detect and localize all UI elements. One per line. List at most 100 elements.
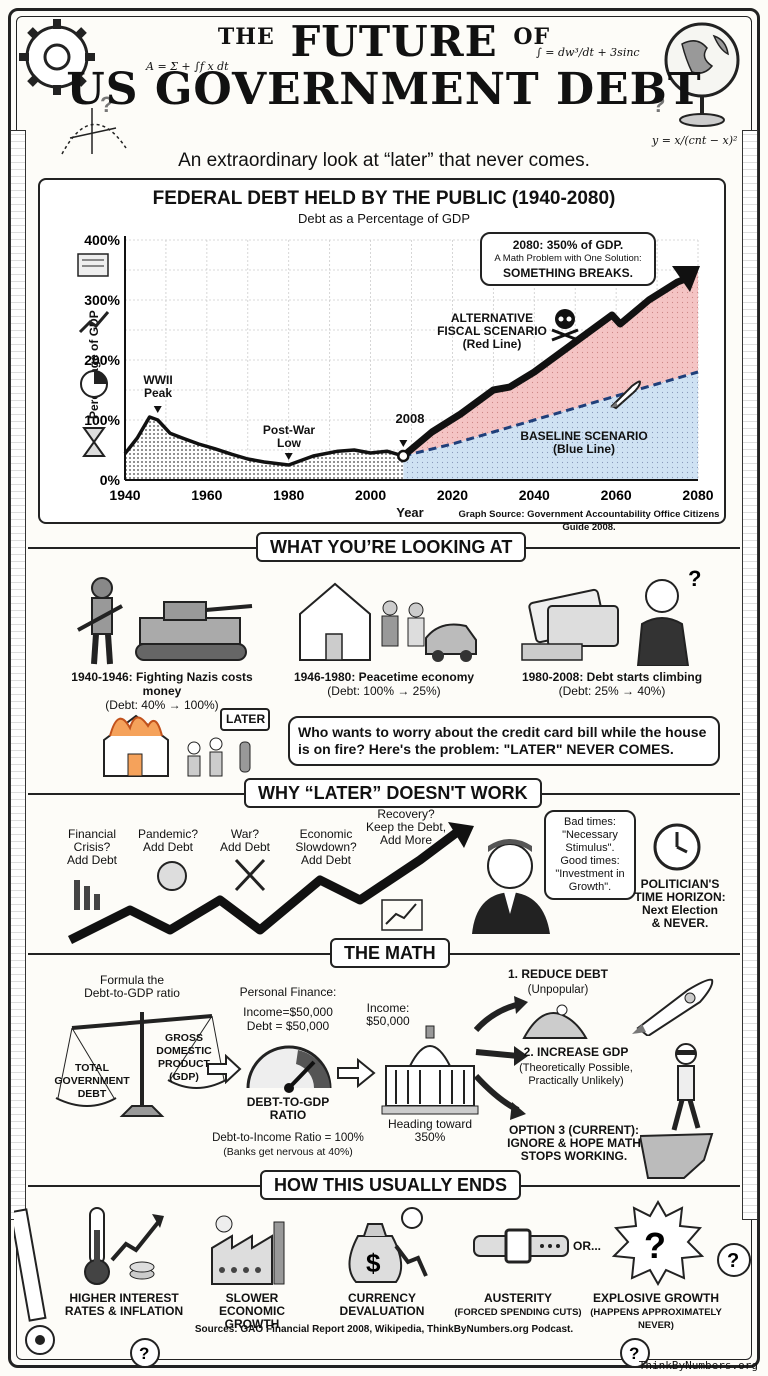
x-tick-label: 2000 <box>355 487 386 503</box>
callout-line-2: A Math Problem with One Solution: <box>494 253 642 264</box>
option-2-title: 2. INCREASE GDP <box>523 1045 629 1059</box>
formula-right: ∫ = dw³/dt + 3sinc <box>536 46 640 59</box>
right-column-decoration <box>742 130 758 1220</box>
caption-title: 1940-1946: Fighting Nazis costs money <box>71 670 253 698</box>
svg-text:$: $ <box>366 1248 381 1278</box>
x-tick-label: 1960 <box>191 487 222 503</box>
option-3-title: OPTION 3 (CURRENT): IGNORE & HOPE MATH S… <box>507 1123 641 1163</box>
personal-finance-income: Income=$50,000 <box>243 1005 333 1019</box>
capitol-income: Income: $50,000 <box>366 1001 410 1028</box>
fire-speech-bubble: Who wants to worry about the credit card… <box>288 716 720 766</box>
rocket-icon <box>610 380 642 410</box>
politician-speech-bubble: Bad times: "Necessary Stimulus". Good ti… <box>544 810 636 900</box>
option-1-title: 1. REDUCE DEBT <box>508 967 609 981</box>
page-frame <box>8 8 760 1368</box>
or-label: OR... <box>572 1239 601 1253</box>
section-the-math: THE MATH <box>28 938 740 968</box>
caption-title: 1946-1980: Peacetime economy <box>293 670 475 684</box>
rock-climber-icon <box>522 1004 588 1039</box>
scale-right-label: GROSS DOMESTIC PRODUCT (GDP) <box>156 1032 212 1083</box>
y-tick-label: 0% <box>100 472 121 488</box>
svg-text:?: ? <box>727 1250 739 1272</box>
site-credit: ThinkByNumbers.org <box>638 1359 758 1372</box>
chart-callout: 2080: 350% of GDP. A Math Problem with O… <box>480 232 656 286</box>
y-tick-label: 100% <box>84 412 120 428</box>
step-war: War? Add Debt <box>219 827 271 854</box>
series-historical-line <box>123 415 404 467</box>
caption-1980-2008: 1980-2008: Debt starts climbing (Debt: 2… <box>512 670 712 698</box>
alternative-arrowhead <box>672 266 700 292</box>
option-arrows <box>474 996 528 1120</box>
gauge-icon <box>246 1045 332 1093</box>
scale-left-label: TOTAL GOVERNMENT DEBT <box>54 1062 130 1100</box>
x-tick-label: 2060 <box>601 487 632 503</box>
point-2008 <box>397 449 410 463</box>
historical-area <box>125 417 404 480</box>
section-heading: WHY “LATER” DOESN'T WORK <box>244 778 542 808</box>
caption-sub: (Debt: 25% → 40%) <box>558 684 666 698</box>
formula-label: Formula the Debt-to-GDP ratio <box>84 973 180 1000</box>
end-austerity-sub: (FORCED SPENDING CUTS) <box>454 1307 582 1318</box>
x-tick-label: 2040 <box>519 487 550 503</box>
x-tick-label: 2020 <box>437 487 468 503</box>
section-heading: WHAT YOU’RE LOOKING AT <box>256 532 527 562</box>
caption-sub: (Debt: 40% → 100%) <box>105 698 219 712</box>
ann-2008: 2008 <box>395 411 425 426</box>
step-recovery: Recovery? Keep the Debt, Add More <box>365 807 447 847</box>
capitol-building-illustration <box>381 1025 479 1115</box>
callout-line-1: 2080: 350% of GDP. <box>512 238 624 252</box>
blindfolded-man-cliff-illustration <box>640 1043 714 1179</box>
end-slower-growth: SLOWER ECONOMIC GROWTH <box>219 1291 285 1331</box>
compass-icon <box>61 108 127 155</box>
money-bag-icon: $ <box>348 1207 428 1283</box>
caption-1946-1980: 1946-1980: Peacetime economy (Debt: 100%… <box>286 670 482 698</box>
question-mark-icon: ? <box>652 92 666 117</box>
subtitle: An extraordinary look at “later” that ne… <box>178 150 590 171</box>
section-heading: THE MATH <box>330 938 450 968</box>
ruler-pencil-icon <box>14 1208 55 1355</box>
globe-icon <box>664 22 740 127</box>
politician-illustration <box>472 839 550 934</box>
chart-source: Graph Source: Government Accountability … <box>458 509 720 533</box>
step-pandemic: Pandemic? Add Debt <box>137 827 199 854</box>
option-2-sub: (Theoretically Possible, Practically Unl… <box>519 1062 633 1087</box>
title-the: THE <box>217 24 275 50</box>
arrow-right-icon <box>337 1058 376 1088</box>
svg-text:?: ? <box>139 1344 149 1363</box>
debt-to-income: Debt-to-Income Ratio = 100% <box>212 1132 364 1144</box>
section-how-this-usually-ends: HOW THIS USUALLY ENDS <box>28 1170 740 1200</box>
marker-wwii <box>153 406 162 413</box>
end-currency-devaluation: CURRENCY DEVALUATION <box>339 1291 425 1318</box>
step-financial-crisis: Financial Crisis? Add Debt <box>66 827 118 867</box>
gauge-label: DEBT-TO-GDP RATIO <box>246 1095 330 1122</box>
ann-wwii: WWII Peak <box>143 373 173 400</box>
chart-side-icons <box>77 253 110 457</box>
title-line-2: US GOVERNMENT DEBT <box>66 64 702 115</box>
recovery-chart-icon <box>385 903 417 925</box>
question-circle-icon: ? <box>717 1243 751 1277</box>
fire-extinguisher-icon <box>239 741 251 773</box>
marker-2008 <box>399 440 408 447</box>
end-explosive-growth-sub: (HAPPENS APPROXIMATELY NEVER) <box>590 1307 722 1331</box>
y-tick-label: 300% <box>84 292 120 308</box>
ann-postwar: Post-War Low <box>262 423 316 450</box>
question-circle-icon: ? <box>620 1338 650 1368</box>
factory-icon <box>211 1215 285 1285</box>
soldier-tank-illustration <box>77 577 253 665</box>
formula-left: A = Σ + ∫f x dt <box>146 60 229 73</box>
family-house-illustration <box>299 582 477 662</box>
title-of: OF <box>513 24 551 50</box>
personal-finance-title: Personal Finance: <box>239 985 337 999</box>
question-circle-icon: ? <box>130 1338 160 1368</box>
skull-icon <box>551 309 579 342</box>
series-alternative-line <box>401 274 690 459</box>
ann-baseline: BASELINE SCENARIO (Blue Line) <box>520 429 648 456</box>
balance-scale-illustration <box>55 1012 227 1117</box>
svg-text:?: ? <box>629 1344 639 1363</box>
formula-right-2: y = x/(cnt − x)² <box>652 134 738 147</box>
question-mark-burst-icon: ? <box>611 1200 705 1286</box>
thermometer-coins-icon <box>84 1207 164 1285</box>
debt-zigzag-arrow <box>67 822 474 945</box>
option-1-sub: (Unpopular) <box>527 984 589 996</box>
caption-1940-1946: 1940-1946: Fighting Nazis costs money (D… <box>52 670 272 712</box>
